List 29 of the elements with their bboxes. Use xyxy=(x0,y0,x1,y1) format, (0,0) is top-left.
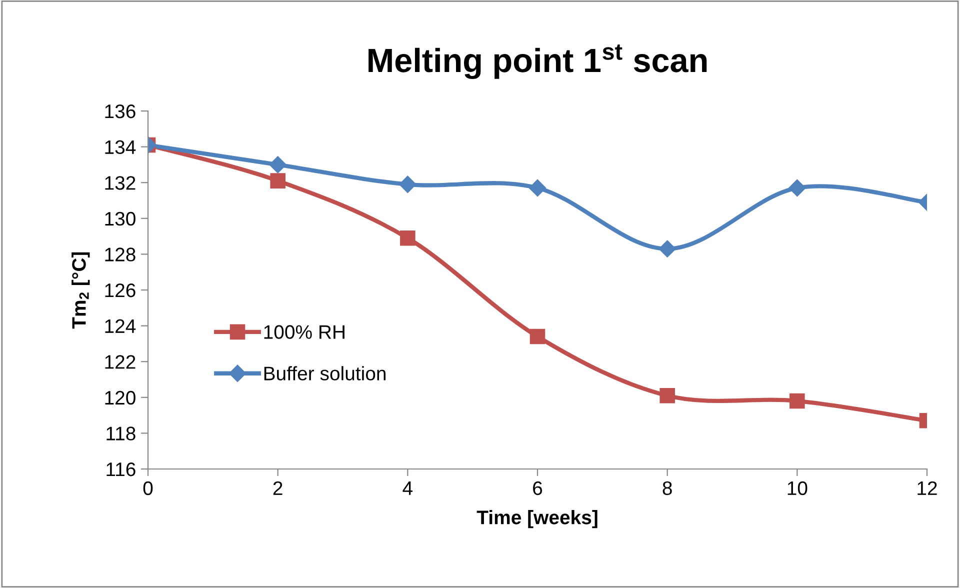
point xyxy=(399,176,416,193)
x-tick-label: 4 xyxy=(402,482,413,495)
chart-title: Melting point 1$^{st}$ scan xyxy=(368,44,707,80)
point xyxy=(530,328,546,344)
y-tick-label: 128 xyxy=(105,248,136,262)
x-tick-label: 8 xyxy=(662,481,672,496)
point xyxy=(660,388,675,404)
y-tick-label: 116 xyxy=(106,462,136,476)
legend-label: 100% RH xyxy=(264,325,344,339)
y-tick-label: 132 xyxy=(105,176,136,190)
y-tick-label: 130 xyxy=(105,212,136,226)
y-axis-title: Tm$_{2}$ [°C] xyxy=(72,252,90,329)
legend-label: Buffer solution xyxy=(264,366,386,380)
y-tick-label: 136 xyxy=(105,104,136,118)
x-tick-label: 10 xyxy=(788,481,808,496)
x-axis-title: Time [weeks] xyxy=(476,510,598,528)
point xyxy=(658,240,676,258)
y-tick-label: 134 xyxy=(105,140,136,154)
x-tick-label: 0 xyxy=(143,481,153,496)
x-tick-label: 2 xyxy=(273,481,282,495)
y-tick-label: 120 xyxy=(105,390,136,405)
y-tick-label: 118 xyxy=(106,426,136,440)
y-tick-label: 124 xyxy=(105,319,136,333)
y-tick-label: 126 xyxy=(105,283,136,298)
x-tick-label: 12 xyxy=(918,481,937,495)
point xyxy=(400,230,416,246)
point xyxy=(528,179,546,197)
y-tick-label: 122 xyxy=(105,355,136,369)
x-tick-label: 6 xyxy=(533,481,542,496)
